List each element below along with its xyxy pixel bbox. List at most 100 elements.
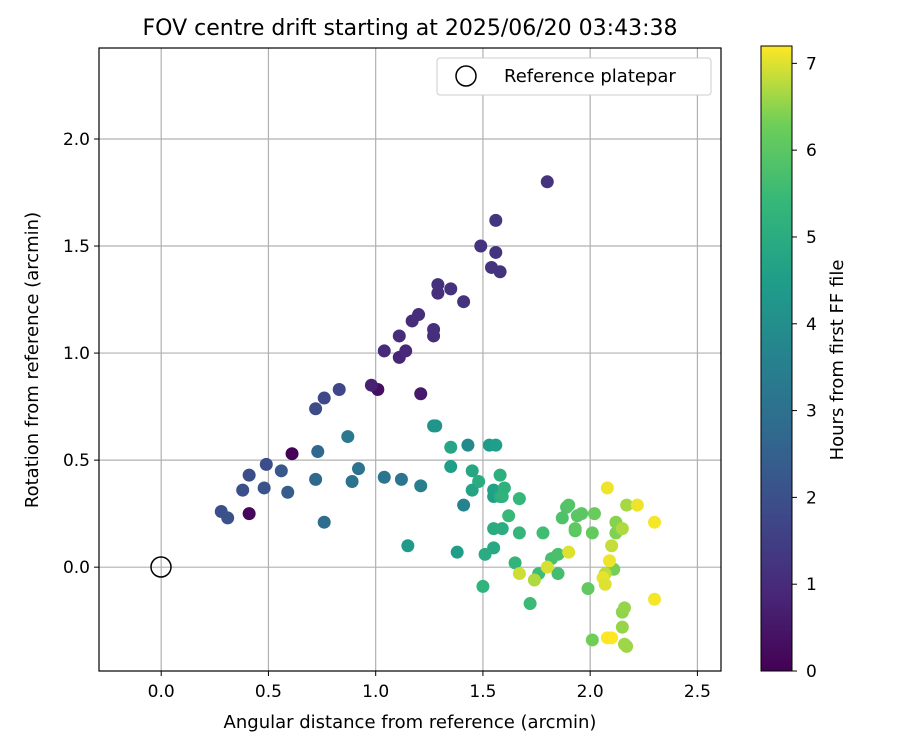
grid-lines	[99, 48, 721, 671]
y-tick-label: 1.5	[63, 237, 90, 257]
colorbar-tick-label: 6	[806, 141, 817, 161]
data-point	[630, 498, 644, 512]
data-point	[540, 175, 554, 189]
colorbar-label: Hours from first FF file	[827, 260, 848, 461]
data-point	[648, 515, 662, 529]
data-point	[512, 526, 526, 540]
data-point	[311, 445, 325, 459]
x-axis-ticks: 0.0 0.5 1.0 1.5 2.0 2.5	[148, 671, 711, 702]
colorbar-gradient	[760, 45, 793, 672]
data-point	[489, 213, 503, 227]
y-tick-label: 2.0	[63, 130, 90, 150]
legend-marker	[455, 65, 477, 87]
data-point	[512, 567, 526, 581]
data-point	[493, 468, 507, 482]
data-point	[259, 457, 273, 471]
colorbar-tick-label: 0	[806, 662, 817, 682]
data-point	[317, 515, 331, 529]
data-point	[457, 498, 471, 512]
data-point	[345, 475, 359, 489]
data-point	[431, 278, 445, 292]
data-point	[472, 475, 486, 489]
y-axis-ticks: 0.0 0.5 1.0 1.5 2.0	[63, 130, 99, 578]
data-point	[377, 344, 391, 358]
data-point	[414, 479, 428, 493]
data-point	[377, 470, 391, 484]
data-point	[317, 391, 331, 405]
data-point	[523, 597, 537, 611]
data-point	[502, 509, 516, 523]
data-point	[412, 308, 426, 322]
data-point	[620, 639, 634, 653]
x-tick-label: 2.5	[684, 682, 711, 702]
data-point	[474, 239, 488, 253]
y-tick-label: 0.0	[63, 558, 90, 578]
data-point	[540, 560, 554, 574]
data-point	[364, 378, 378, 392]
data-point	[551, 567, 565, 581]
data-point	[444, 460, 458, 474]
data-point	[585, 526, 599, 540]
data-point	[457, 295, 471, 309]
data-point	[585, 633, 599, 647]
data-point	[615, 620, 629, 634]
data-point	[551, 547, 565, 561]
data-point	[332, 382, 346, 396]
legend-label: Reference platepar	[504, 66, 676, 87]
data-points	[214, 175, 662, 653]
data-point	[648, 592, 662, 606]
y-tick-label: 0.5	[63, 451, 90, 471]
x-tick-label: 1.0	[362, 682, 389, 702]
data-point	[512, 492, 526, 506]
data-point	[600, 481, 614, 495]
data-point	[401, 539, 415, 553]
data-point	[309, 402, 323, 416]
data-point	[620, 498, 634, 512]
data-point	[508, 556, 522, 570]
colorbar-tick-label: 7	[806, 54, 817, 74]
data-point	[429, 419, 443, 433]
data-point	[602, 554, 616, 568]
data-point	[587, 507, 601, 521]
data-point	[605, 539, 619, 553]
legend-box	[436, 57, 712, 96]
data-point	[489, 438, 503, 452]
data-point	[257, 481, 271, 495]
data-point	[527, 573, 541, 587]
plot-frame	[98, 47, 722, 672]
data-point	[555, 511, 569, 525]
colorbar-ticks: 0 1 2 3 4 5 6 7	[792, 54, 817, 682]
y-axis-label: Rotation from reference (arcmin)	[22, 212, 43, 508]
data-point	[414, 387, 428, 401]
x-tick-label: 2.0	[577, 682, 604, 702]
legend: Reference platepar	[436, 57, 712, 96]
data-point	[221, 511, 235, 525]
data-point	[281, 485, 295, 499]
data-point	[568, 522, 582, 536]
data-point	[575, 507, 589, 521]
data-point	[461, 438, 475, 452]
data-point	[274, 464, 288, 478]
data-point	[605, 631, 619, 645]
x-axis-label: Angular distance from reference (arcmin)	[224, 712, 597, 733]
chart-title: FOV centre drift starting at 2025/06/20 …	[143, 16, 678, 41]
data-point	[352, 462, 366, 476]
data-point	[450, 545, 464, 559]
data-point	[615, 522, 629, 536]
data-point	[476, 579, 490, 593]
colorbar: 0 1 2 3 4 5 6 7 Hours from first FF file	[760, 45, 848, 682]
x-tick-label: 0.0	[148, 682, 175, 702]
data-point	[562, 545, 576, 559]
data-point	[309, 472, 323, 486]
data-point	[598, 577, 612, 591]
data-point	[562, 498, 576, 512]
data-point	[427, 323, 441, 337]
data-point	[285, 447, 299, 461]
data-point	[478, 547, 492, 561]
data-point	[581, 582, 595, 596]
data-point	[495, 490, 509, 504]
colorbar-tick-label: 3	[806, 402, 817, 422]
colorbar-tick-label: 4	[806, 315, 817, 335]
data-point	[242, 507, 256, 521]
